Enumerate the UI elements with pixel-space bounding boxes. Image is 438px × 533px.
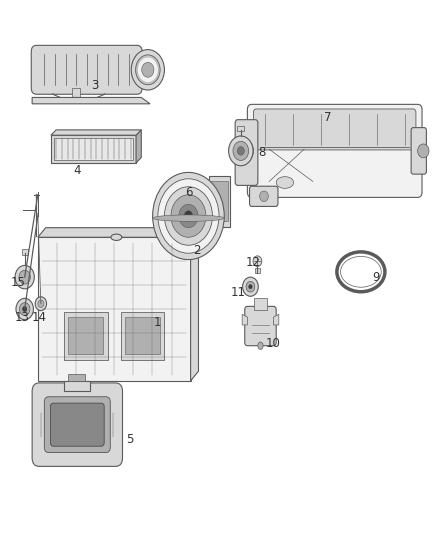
Circle shape — [184, 211, 193, 221]
Circle shape — [16, 298, 33, 320]
FancyBboxPatch shape — [254, 109, 416, 150]
Bar — [68, 374, 85, 381]
Circle shape — [246, 281, 255, 292]
Circle shape — [38, 300, 44, 308]
Bar — [21, 249, 28, 255]
Circle shape — [131, 50, 164, 90]
Circle shape — [136, 55, 160, 85]
Polygon shape — [211, 181, 228, 221]
FancyBboxPatch shape — [235, 120, 258, 185]
Bar — [72, 88, 81, 98]
Bar — [255, 268, 260, 273]
Circle shape — [249, 285, 252, 289]
Ellipse shape — [111, 234, 122, 240]
Circle shape — [22, 306, 27, 312]
FancyBboxPatch shape — [32, 383, 123, 466]
Text: 15: 15 — [11, 276, 25, 289]
FancyBboxPatch shape — [31, 45, 142, 94]
Polygon shape — [32, 98, 150, 104]
Text: 10: 10 — [266, 337, 281, 350]
Circle shape — [418, 144, 429, 158]
Circle shape — [171, 195, 206, 237]
Bar — [125, 317, 160, 354]
Polygon shape — [51, 130, 141, 135]
FancyBboxPatch shape — [50, 403, 104, 446]
Ellipse shape — [276, 176, 293, 188]
Text: 13: 13 — [14, 311, 29, 324]
Text: 4: 4 — [73, 164, 81, 177]
FancyBboxPatch shape — [245, 306, 276, 346]
Circle shape — [233, 141, 249, 160]
Circle shape — [243, 277, 258, 296]
Polygon shape — [136, 130, 141, 163]
Circle shape — [234, 139, 254, 163]
Bar — [237, 126, 244, 131]
Text: 8: 8 — [258, 146, 265, 159]
Text: 1: 1 — [154, 316, 162, 329]
Text: 12: 12 — [246, 256, 261, 269]
Circle shape — [142, 62, 154, 77]
FancyBboxPatch shape — [247, 104, 422, 197]
Circle shape — [152, 172, 224, 260]
Circle shape — [260, 191, 268, 201]
Bar — [68, 317, 103, 354]
Circle shape — [164, 187, 212, 245]
Circle shape — [15, 265, 34, 289]
Text: 9: 9 — [372, 271, 380, 284]
Circle shape — [229, 136, 253, 166]
Text: 14: 14 — [32, 311, 46, 324]
Polygon shape — [209, 176, 230, 227]
Text: 3: 3 — [91, 79, 98, 92]
Circle shape — [35, 297, 46, 311]
Polygon shape — [38, 237, 191, 381]
Text: 5: 5 — [126, 433, 133, 446]
FancyBboxPatch shape — [411, 127, 426, 174]
Text: 11: 11 — [231, 286, 246, 298]
FancyBboxPatch shape — [250, 186, 278, 206]
Bar — [121, 312, 164, 360]
Text: 6: 6 — [185, 185, 192, 199]
Polygon shape — [191, 228, 198, 381]
Polygon shape — [38, 228, 198, 237]
Polygon shape — [242, 314, 247, 325]
Polygon shape — [274, 314, 279, 325]
Ellipse shape — [152, 215, 224, 221]
Circle shape — [158, 179, 219, 253]
Text: 2: 2 — [194, 244, 201, 257]
Circle shape — [237, 147, 244, 155]
Circle shape — [19, 270, 30, 284]
Bar — [64, 312, 108, 360]
Circle shape — [253, 256, 262, 266]
Ellipse shape — [258, 342, 263, 350]
Circle shape — [19, 303, 30, 316]
Bar — [254, 298, 267, 310]
FancyBboxPatch shape — [44, 397, 110, 453]
Circle shape — [179, 204, 198, 228]
Text: 7: 7 — [325, 111, 332, 124]
Bar — [64, 381, 90, 391]
Bar — [51, 135, 136, 163]
Bar — [53, 139, 134, 160]
